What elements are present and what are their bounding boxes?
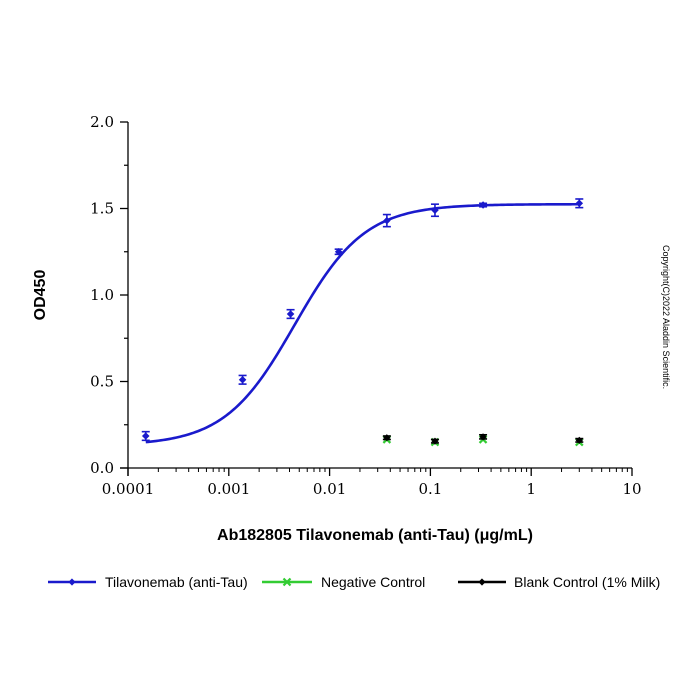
x-tick-label: 0.0001: [102, 480, 155, 498]
data-point: [479, 201, 487, 209]
data-point: [383, 434, 391, 442]
legend-marker-negative-control: [282, 577, 292, 587]
y-tick-label: 1.0: [90, 286, 114, 304]
x-tick-label: 0.1: [418, 480, 442, 498]
legend-label-blank-control: Blank Control (1% Milk): [514, 574, 660, 590]
copyright-notice: Copyright(C)2022 Aladdin Scientific.: [661, 245, 671, 389]
legend-label-negative-control: Negative Control: [321, 574, 425, 590]
data-marks: [141, 198, 584, 447]
x-tick-label: 0.001: [207, 480, 250, 498]
y-tick-label: 1.5: [90, 200, 114, 218]
legend-marker-tilavonemab: [68, 578, 76, 586]
x-tick-label: 1: [526, 480, 536, 498]
data-point: [334, 247, 343, 256]
y-tick-label: 0.0: [90, 459, 114, 477]
legend-marker-shape: [68, 578, 76, 586]
data-point: [286, 310, 295, 318]
legend-marker-shape: [282, 577, 292, 587]
data-point: [431, 437, 439, 445]
data-point: [479, 433, 487, 441]
fit-curve-series-0: [145, 202, 580, 444]
x-marker-stroke: [282, 577, 292, 587]
x-tick-label: 10: [622, 480, 641, 498]
legend-item-blank-control: Blank Control (1% Milk): [458, 574, 660, 590]
axes: 0.0 0.5 1.0 1.5 2.0 0.0001 0.001 0.01 0.1 1 10: [90, 113, 641, 498]
y-axis-title: OD450: [32, 270, 49, 321]
data-point: [141, 432, 150, 440]
data-point: [238, 376, 247, 384]
y-tick-label: 2.0: [90, 113, 114, 131]
legend-marker-shape: [478, 578, 486, 586]
data-point: [431, 206, 439, 214]
legend: Tilavonemab (anti-Tau) Negative Control …: [48, 574, 660, 590]
data-point: [575, 199, 584, 208]
legend-item-negative-control: Negative Control: [262, 574, 425, 590]
y-tick-label: 0.5: [90, 373, 114, 391]
fit-curves: [145, 202, 580, 444]
series-0-points: [141, 198, 584, 442]
legend-marker-blank-control: [478, 578, 486, 586]
legend-label-tilavonemab: Tilavonemab (anti-Tau): [105, 574, 248, 590]
series-2-points: [382, 433, 584, 445]
x-axis-title: Ab182805 Tilavonemab (anti-Tau) (μg/mL): [217, 527, 533, 544]
data-point: [383, 216, 391, 225]
data-point: [575, 436, 583, 444]
legend-item-tilavonemab: Tilavonemab (anti-Tau): [48, 574, 248, 590]
x-tick-label: 0.01: [313, 480, 346, 498]
